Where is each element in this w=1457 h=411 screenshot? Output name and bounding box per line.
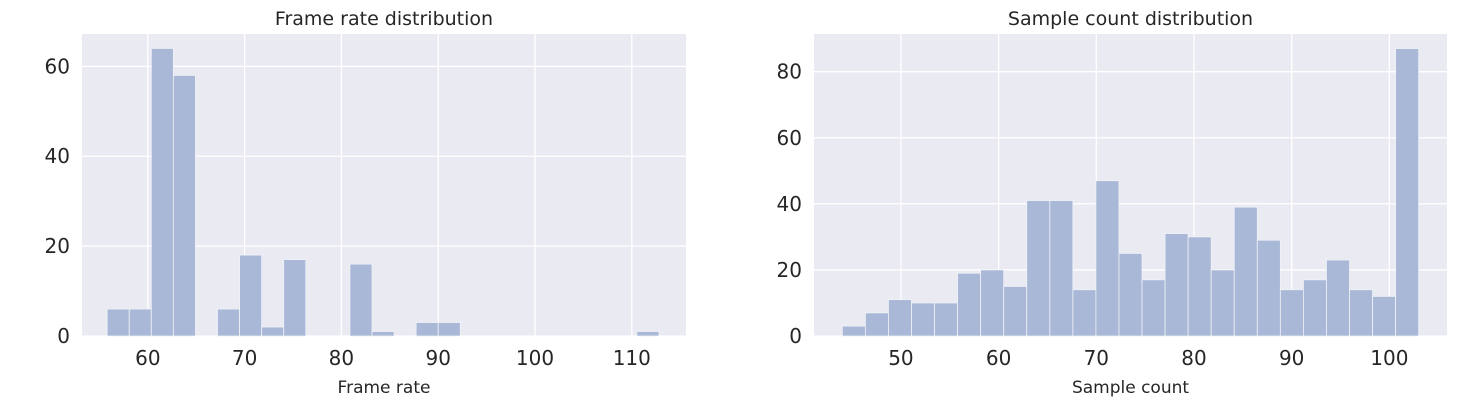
sample-count-histogram-bar xyxy=(1003,286,1028,337)
frame-rate-histogram-bar xyxy=(128,308,152,337)
sample-count-x-tick-label: 80 xyxy=(1181,346,1206,370)
sample-count-histogram-bar xyxy=(957,272,982,337)
sample-count-histogram-bar xyxy=(1395,48,1420,337)
sample-count-x-tick-label: 60 xyxy=(986,346,1011,370)
frame-rate-histogram-bar xyxy=(172,74,196,337)
sample-count-histogram-bar xyxy=(1118,252,1143,337)
frame-rate-x-tick-label: 110 xyxy=(613,346,651,370)
sample-count-histogram-bar xyxy=(1141,279,1166,337)
sample-count-chart-title: Sample count distribution xyxy=(1008,8,1253,30)
frame-rate-x-tick-label: 100 xyxy=(516,346,554,370)
frame-rate-chart-title: Frame rate distribution xyxy=(275,8,493,30)
sample-count-histogram-bar xyxy=(841,325,866,337)
frame-rate-histogram-bar xyxy=(150,47,174,337)
sample-count-y-tick-label: 0 xyxy=(789,324,802,348)
frame-rate-x-tick-label: 90 xyxy=(425,346,450,370)
sample-count-x-tick-label: 100 xyxy=(1370,346,1408,370)
frame-rate-x-tick-label: 80 xyxy=(329,346,354,370)
frame-rate-x-axis-label: Frame rate xyxy=(338,378,431,398)
frame-rate-x-tick-label: 60 xyxy=(135,346,160,370)
sample-count-x-tick-label: 90 xyxy=(1279,346,1304,370)
sample-count-histogram-bar xyxy=(980,269,1005,337)
sample-count-y-tick-label: 60 xyxy=(777,126,802,150)
frame-rate-y-tick-label: 0 xyxy=(57,324,70,348)
frame-rate-histogram-bar xyxy=(415,322,439,337)
sample-count-histogram-bar xyxy=(1095,180,1120,337)
frame-rate-y-tick-label: 20 xyxy=(45,234,70,258)
sample-count-histogram-bar xyxy=(1049,200,1074,337)
frame-rate-y-tick-label: 40 xyxy=(45,144,70,168)
sample-count-histogram-bar xyxy=(1187,236,1212,337)
frame-rate-histogram-bar xyxy=(636,331,660,337)
sample-count-x-tick-label: 50 xyxy=(888,346,913,370)
sample-count-y-tick-label: 80 xyxy=(777,60,802,84)
frame-rate-y-tick-label: 60 xyxy=(45,54,70,78)
frame-rate-histogram-bar xyxy=(261,326,285,337)
sample-count-histogram-bar xyxy=(1072,289,1097,337)
sample-count-histogram-bar xyxy=(1164,233,1189,337)
frame-rate-histogram-bar xyxy=(106,308,130,337)
sample-count-histogram-bar xyxy=(1233,206,1258,337)
sample-count-histogram-bar xyxy=(888,299,912,337)
frame-rate-histogram-bar xyxy=(437,322,461,337)
sample-count-histogram-bar xyxy=(1210,269,1235,337)
sample-count-histogram-bar xyxy=(1279,289,1304,337)
sample-count-histogram-bar xyxy=(934,302,958,337)
sample-count-histogram-bar xyxy=(911,302,935,337)
frame-rate-histogram-bar xyxy=(217,308,240,337)
frame-rate-histogram-bar xyxy=(239,254,263,337)
sample-count-histogram-bar xyxy=(1303,279,1327,337)
frame-rate-histogram-bar xyxy=(371,331,395,337)
sample-count-y-tick-label: 40 xyxy=(777,192,802,216)
frame-rate-histogram-bar xyxy=(283,259,307,337)
sample-count-chart: 50 60 70 80 90 100 0 20 40 60 80 Sample count distr… xyxy=(777,8,1447,398)
sample-count-histogram-bar xyxy=(1372,295,1397,337)
sample-count-x-axis-label: Sample count xyxy=(1072,378,1189,398)
sample-count-histogram-bar xyxy=(1349,289,1373,337)
sample-count-histogram-bar xyxy=(1256,239,1281,337)
frame-rate-x-tick-label: 70 xyxy=(232,346,257,370)
sample-count-histogram-bar xyxy=(864,312,889,337)
sample-count-x-tick-label: 70 xyxy=(1084,346,1109,370)
frame-rate-histogram-bar xyxy=(349,263,373,337)
sample-count-y-tick-label: 20 xyxy=(777,258,802,282)
sample-count-histogram-bar xyxy=(1326,259,1350,337)
sample-count-histogram-bar xyxy=(1026,200,1051,337)
frame-rate-chart: 60 70 80 90 100 110 0 20 40 60 Frame rate distribu… xyxy=(45,8,686,398)
